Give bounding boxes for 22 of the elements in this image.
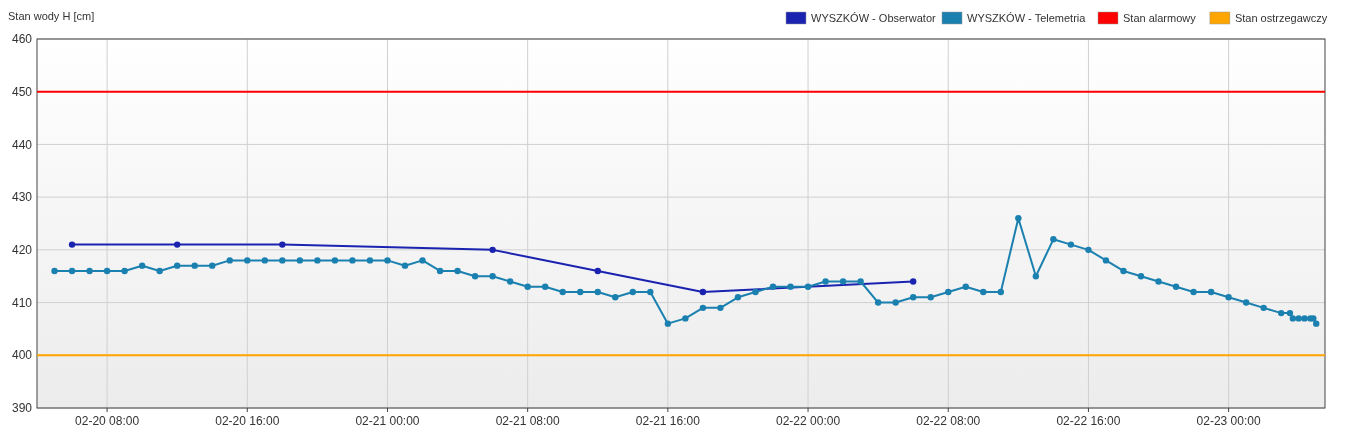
x-tick-label: 02-22 00:00 (776, 414, 841, 428)
legend-label: WYSZKÓW - Telemetria (967, 12, 1087, 24)
x-tick-label: 02-22 16:00 (1056, 414, 1121, 428)
y-tick-label: 460 (11, 32, 33, 47)
y-tick-label: 390 (11, 401, 33, 416)
y-tick-label: 420 (11, 243, 33, 258)
y-axis-title: Stan wody H [cm] (8, 10, 95, 22)
y-tick-label: 400 (11, 348, 33, 363)
legend-label: Stan ostrzegawczy (1234, 12, 1328, 24)
y-tick-label: 410 (11, 295, 33, 310)
x-tick-label: 02-21 16:00 (635, 414, 701, 428)
x-tick-label: 02-22 08:00 (916, 414, 981, 428)
y-tick-label: 450 (11, 84, 33, 99)
y-tick-label: 430 (11, 190, 33, 205)
x-tick-label: 02-20 08:00 (75, 414, 140, 428)
x-tick-label: 02-21 08:00 (495, 414, 561, 428)
x-tick-label: 02-20 16:00 (215, 414, 280, 428)
x-tick-label: 02-21 00:00 (355, 414, 420, 428)
legend-label: Stan alarmowy (1123, 12, 1197, 24)
y-tick-label: 440 (11, 137, 33, 152)
legend-label: WYSZKÓW - Obserwator (811, 12, 937, 24)
x-tick-label: 02-23 00:00 (1196, 414, 1261, 428)
